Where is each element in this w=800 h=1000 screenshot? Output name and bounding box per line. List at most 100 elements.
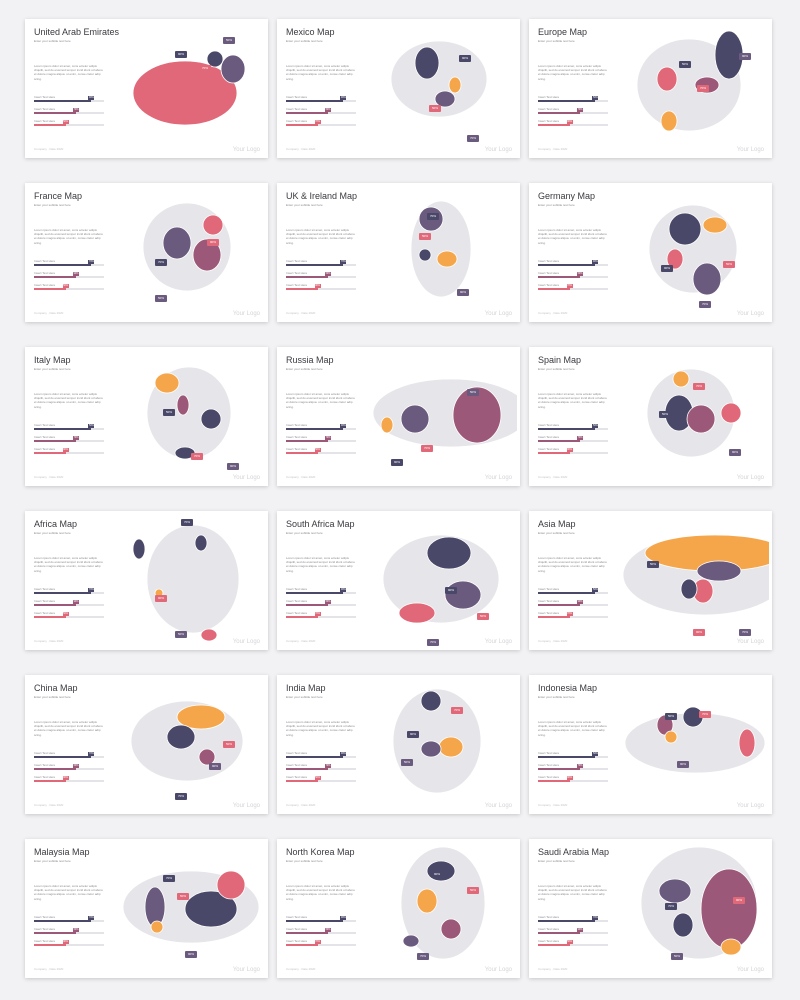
- map-callout-label: 50%: [679, 61, 691, 68]
- progress-bar-row: Insert Text Here 50%: [286, 107, 356, 119]
- slide-card[interactable]: Asia Map Enter your subtitle text here Lor…: [529, 511, 772, 650]
- slide-card[interactable]: India Map Enter your subtitle text here Lo…: [277, 675, 520, 814]
- slide-footer: Company · Date 2020: [34, 967, 64, 971]
- slide-card[interactable]: Africa Map Enter your subtitle text here L…: [25, 511, 268, 650]
- slide-card[interactable]: Germany Map Enter your subtitle text here…: [529, 183, 772, 322]
- slide-card[interactable]: United Arab Emirates Enter your subtitle …: [25, 19, 268, 158]
- logo-placeholder: Your Logo: [484, 475, 512, 481]
- map-highlight-region: [436, 250, 458, 268]
- progress-bars: Insert Text Here 50% Insert Text Here 90% In…: [538, 587, 608, 623]
- progress-bar-track: [34, 768, 104, 770]
- map-highlight-region: [686, 404, 716, 434]
- slide-body-text: Lorem ipsum dolor sit amet, cons ectetur…: [286, 884, 355, 901]
- slide-title: Mexico Map: [286, 27, 335, 37]
- slide-card[interactable]: Spain Map Enter your subtitle text here Lo…: [529, 347, 772, 486]
- slide-subtitle: Enter your subtitle text here: [34, 859, 71, 863]
- map-callout-label: 90%: [739, 53, 751, 60]
- map-callout-label: 90%: [459, 55, 471, 62]
- slide-card[interactable]: North Korea Map Enter your subtitle text …: [277, 839, 520, 978]
- map-highlight-region: [200, 628, 218, 642]
- slide-subtitle: Enter your subtitle text here: [34, 695, 71, 699]
- map-callout-label: 50%: [177, 893, 189, 900]
- progress-bar-fill: [286, 616, 318, 618]
- slide-card[interactable]: Italy Map Enter your subtitle text here Lo…: [25, 347, 268, 486]
- progress-bar-label: Insert Text Here: [286, 259, 308, 263]
- slide-body-text: Lorem ipsum dolor sit amet, cons ectetur…: [34, 392, 103, 409]
- progress-bar-fill: [538, 932, 580, 934]
- progress-bars: Insert Text Here 90% Insert Text Here 50% In…: [286, 915, 356, 951]
- slide-card[interactable]: Mexico Map Enter your subtitle text here L…: [277, 19, 520, 158]
- progress-bar-track: [538, 592, 608, 594]
- map-callout-label: 70%: [427, 213, 439, 220]
- progress-bar-tag: 50%: [62, 612, 69, 616]
- slide-card[interactable]: France Map Enter your subtitle text here L…: [25, 183, 268, 322]
- country-map: [142, 202, 232, 292]
- progress-bar-track: [538, 124, 608, 126]
- progress-bar-track: [34, 100, 104, 102]
- slide-footer: Company · Date 2020: [34, 311, 64, 315]
- country-map: [648, 204, 738, 296]
- slide-body-text: Lorem ipsum dolor sit amet, cons ectetur…: [286, 228, 355, 245]
- progress-bar-label: Insert Text Here: [286, 927, 308, 931]
- map-callout-label: 70%: [417, 953, 429, 960]
- country-map: [132, 50, 246, 126]
- slide-card[interactable]: Indonesia Map Enter your subtitle text he…: [529, 675, 772, 814]
- progress-bar-fill: [538, 756, 596, 758]
- map-callout-label: 50%: [467, 887, 479, 894]
- logo-placeholder: Your Logo: [484, 803, 512, 809]
- slide-card[interactable]: Europe Map Enter your subtitle text here L…: [529, 19, 772, 158]
- map-highlight-region: [720, 938, 742, 956]
- progress-bar-fill: [286, 944, 318, 946]
- progress-bar-track: [286, 124, 356, 126]
- slide-card[interactable]: Saudi Arabia Map Enter your subtitle text…: [529, 839, 772, 978]
- slide-card[interactable]: South Africa Map Enter your subtitle text…: [277, 511, 520, 650]
- map-callout-label: 70%: [175, 793, 187, 800]
- slide-body-text: Lorem ipsum dolor sit amet, cons ectetur…: [34, 64, 103, 81]
- progress-bar-track: [34, 920, 104, 922]
- progress-bar-row: Insert Text Here 90%: [34, 447, 104, 459]
- progress-bar-label: Insert Text Here: [538, 447, 560, 451]
- map-highlight-region: [166, 724, 196, 750]
- progress-bar-label: Insert Text Here: [538, 751, 560, 755]
- slide-card[interactable]: China Map Enter your subtitle text here Lo…: [25, 675, 268, 814]
- progress-bar-label: Insert Text Here: [34, 423, 56, 427]
- progress-bar-track: [34, 112, 104, 114]
- slide-subtitle: Enter your subtitle text here: [538, 39, 575, 43]
- map-callout-label: 50%: [671, 953, 683, 960]
- progress-bar-label: Insert Text Here: [538, 107, 560, 111]
- progress-bar-fill: [286, 780, 318, 782]
- progress-bar-row: Insert Text Here 90%: [538, 447, 608, 459]
- map-base-region: [146, 524, 240, 634]
- slide-subtitle: Enter your subtitle text here: [538, 531, 575, 535]
- slide-body-text: Lorem ipsum dolor sit amet, cons ectetur…: [34, 228, 103, 245]
- slide-footer: Company · Date 2020: [286, 967, 316, 971]
- slide-footer: Company · Date 2020: [34, 639, 64, 643]
- logo-placeholder: Your Logo: [484, 967, 512, 973]
- progress-bar-row: Insert Text Here 90%: [286, 751, 356, 763]
- progress-bar-tag: 50%: [592, 96, 599, 100]
- slide-title: Saudi Arabia Map: [538, 847, 610, 857]
- progress-bar-fill: [538, 264, 596, 266]
- progress-bar-label: Insert Text Here: [286, 775, 308, 779]
- progress-bar-fill: [538, 440, 580, 442]
- progress-bars: Insert Text Here 70% Insert Text Here 90% In…: [34, 259, 104, 295]
- logo-placeholder: Your Logo: [232, 311, 260, 317]
- progress-bar-label: Insert Text Here: [538, 95, 560, 99]
- progress-bar-tag: 70%: [314, 612, 321, 616]
- map-callout-label: 70%: [693, 383, 705, 390]
- logo-placeholder: Your Logo: [232, 803, 260, 809]
- progress-bars: Insert Text Here 70% Insert Text Here 90% In…: [34, 587, 104, 623]
- slide-card[interactable]: Russia Map Enter your subtitle text here L…: [277, 347, 520, 486]
- progress-bar-track: [286, 944, 356, 946]
- progress-bar-row: Insert Text Here 70%: [34, 107, 104, 119]
- country-map: [640, 846, 758, 960]
- progress-bar-fill: [286, 124, 318, 126]
- slide-card[interactable]: UK & Ireland Map Enter your subtitle text…: [277, 183, 520, 322]
- slide-card[interactable]: Malaysia Map Enter your subtitle text her…: [25, 839, 268, 978]
- progress-bar-track: [34, 276, 104, 278]
- map-callout-label: 50%: [723, 261, 735, 268]
- progress-bar-tag: 70%: [577, 108, 583, 112]
- progress-bar-tag: 90%: [577, 600, 583, 604]
- progress-bar-label: Insert Text Here: [286, 939, 308, 943]
- progress-bar-fill: [34, 768, 76, 770]
